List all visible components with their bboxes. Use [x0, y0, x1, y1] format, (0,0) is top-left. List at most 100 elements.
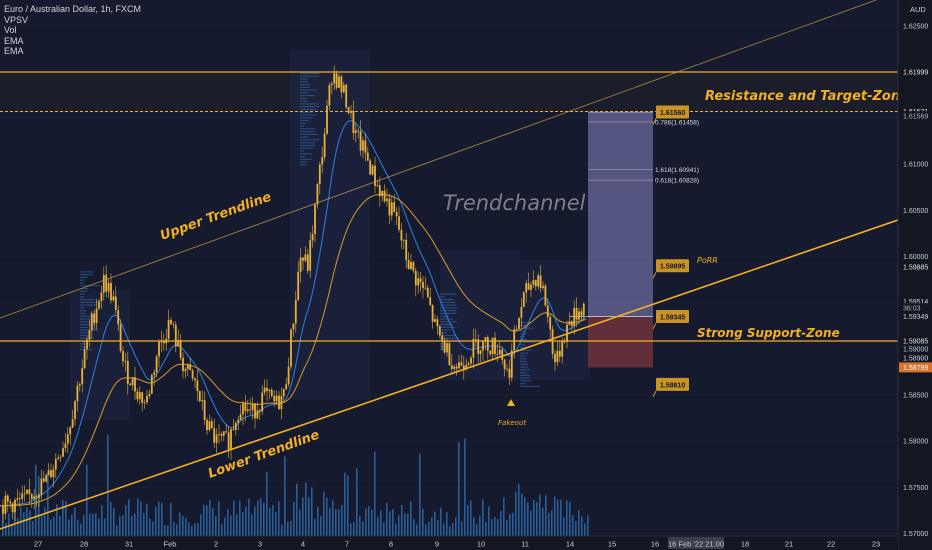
profile-bar: [80, 312, 86, 315]
legend-item-vpsv[interactable]: VPSV: [4, 14, 29, 25]
volume-bar: [296, 483, 298, 536]
candle-body: [107, 282, 110, 292]
candle-body: [510, 350, 513, 378]
candle-body: [386, 198, 388, 202]
time-axis[interactable]: [0, 536, 898, 550]
profile-bar: [80, 343, 85, 345]
candle-body: [333, 73, 336, 84]
resistance-zone-label: Resistance and Target-Zone: [705, 89, 909, 104]
volume-bar: [572, 515, 574, 536]
volume-bar: [266, 471, 268, 536]
legend-item-ema-slow[interactable]: EMA: [4, 46, 24, 56]
price-callout[interactable]: [656, 309, 689, 323]
candle-body: [184, 369, 187, 372]
profile-bar: [80, 290, 87, 292]
x-tick-label: 7: [345, 540, 349, 549]
candle-body: [273, 396, 276, 402]
candle-body: [189, 364, 192, 371]
profile-bar: [300, 83, 311, 86]
profile-bar: [80, 296, 85, 298]
candle-body: [498, 349, 501, 355]
volume-bar: [8, 513, 10, 536]
profile-bar: [520, 369, 530, 371]
candle-body: [263, 387, 266, 393]
volume-bar: [365, 508, 367, 536]
candle-body: [275, 395, 278, 402]
price-axis-tag: [899, 111, 932, 122]
candle-body: [86, 339, 88, 350]
volume-bar: [440, 507, 442, 536]
callout-pointer: [652, 322, 657, 330]
candle-body: [102, 274, 105, 293]
profile-bar: [440, 304, 456, 306]
volume-bar: [524, 497, 526, 536]
profile-bar: [300, 94, 315, 97]
volume-bar: [107, 434, 109, 536]
volume-bar: [191, 525, 193, 536]
price-axis-tag-text: 36:03: [903, 306, 921, 313]
candle-body: [431, 304, 434, 322]
profile-bar: [80, 323, 96, 326]
price-callout[interactable]: [656, 259, 689, 273]
profile-bar: [520, 380, 532, 382]
price-axis-tag-text: 1.59885: [903, 265, 928, 272]
candle-body: [520, 306, 523, 318]
candle-body: [18, 498, 21, 500]
price-callout[interactable]: [656, 105, 689, 119]
profile-bar: [440, 298, 454, 301]
legend-item-ema-fast[interactable]: EMA: [4, 35, 24, 46]
volume-bar: [188, 522, 190, 536]
candle-body: [64, 443, 67, 449]
profile-bar: [80, 307, 85, 309]
candle-body: [458, 362, 460, 369]
volume-bar: [383, 522, 385, 536]
profile-bar: [300, 97, 307, 99]
price-callout-text: 1.59895: [660, 264, 685, 271]
fib-level-label: 1.618(1.60941): [655, 167, 699, 174]
profile-bar: [520, 377, 532, 379]
volume-bar: [245, 507, 247, 536]
price-axis-tag: [899, 303, 932, 314]
y-tick-label: 1.58500: [903, 393, 928, 400]
fib-level-label: 0.786(1.61458): [655, 119, 699, 126]
volume-bar: [467, 504, 469, 536]
volume-bar: [404, 513, 406, 536]
volume-bar: [56, 504, 58, 536]
price-callout[interactable]: [656, 377, 689, 391]
candle-body: [484, 337, 487, 341]
profile-bar: [300, 117, 313, 119]
profile-bar: [80, 304, 96, 306]
candle-body: [249, 409, 252, 411]
volume-bar: [311, 487, 313, 536]
volume-bar: [221, 524, 223, 536]
candle-body: [554, 353, 556, 363]
volume-bar: [389, 511, 391, 536]
chart-legend: Euro / Australian Dollar, 1h, FXCM VPSV …: [4, 4, 141, 57]
volume-bar: [314, 518, 316, 536]
volume-bar: [308, 497, 310, 536]
candle-body: [546, 305, 549, 318]
candle-body: [472, 338, 475, 358]
candle-body: [227, 432, 230, 450]
profile-bar: [300, 144, 316, 147]
volume-bar: [563, 517, 565, 536]
candle-body: [496, 354, 499, 355]
profile-bar: [300, 164, 306, 166]
candle-body: [527, 283, 530, 290]
profile-bar: [520, 371, 527, 374]
profile-bar: [80, 293, 85, 295]
profile-bar: [300, 72, 320, 75]
price-axis[interactable]: [898, 0, 932, 550]
legend-item-vol[interactable]: Vol: [4, 25, 17, 35]
volume-bar: [317, 506, 319, 536]
volume-bar: [485, 521, 487, 536]
candle-body: [38, 494, 40, 498]
candle-body: [311, 233, 314, 241]
volume-bar: [47, 473, 49, 536]
candle-body: [270, 389, 273, 397]
candle-body: [218, 434, 220, 435]
support-zone-label: Strong Support-Zone: [697, 326, 840, 340]
candle-body: [167, 319, 170, 339]
volume-bar: [104, 518, 106, 536]
